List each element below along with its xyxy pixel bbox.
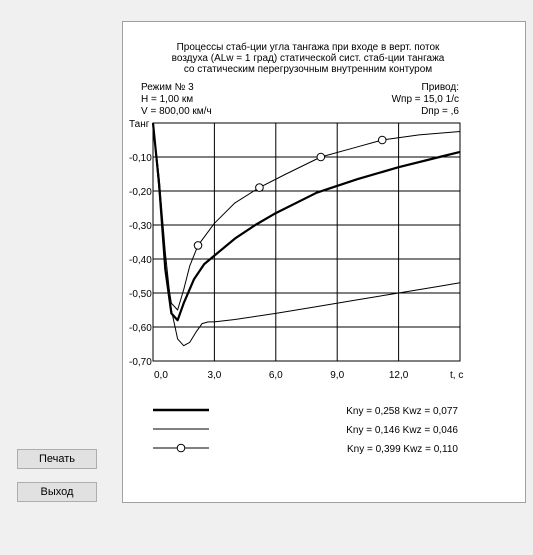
x-tick-label: 0,0: [154, 370, 168, 381]
series-marker: [316, 152, 326, 162]
legend-label: Kny = 0,146 Kwz = 0,046: [346, 425, 458, 436]
mode-line: Режим № 3: [141, 82, 194, 93]
mode-line: V = 800,00 км/ч: [141, 106, 212, 117]
legend-label: Kny = 0,399 Kwz = 0,110: [347, 444, 458, 455]
drive-line: Dпр = ,6: [421, 106, 459, 117]
chart-panel: Процессы стаб-ции угла тангажа при входе…: [122, 21, 526, 503]
y-axis-label: Танг: [129, 119, 150, 130]
title-line: Процессы стаб-ции угла тангажа при входе…: [177, 41, 440, 53]
y-tick-label: -0,50: [129, 289, 152, 300]
tick-labels: 0,0 3,0 6,0 9,0 12,0 -0,10 -0,20 -0,30 -0,40 -0,5…: [129, 153, 409, 381]
exit-button[interactable]: Выход: [17, 482, 97, 502]
x-tick-label: 9,0: [330, 370, 344, 381]
x-tick-label: 6,0: [269, 370, 283, 381]
x-axis-label: t, с: [450, 370, 463, 381]
series-lines: [151, 122, 461, 347]
y-tick-label: -0,40: [129, 255, 152, 266]
series-marker: [255, 183, 264, 192]
series-line: [152, 122, 461, 311]
print-button[interactable]: Печать: [17, 449, 97, 469]
legend-marker: [176, 443, 186, 453]
y-tick-label: -0,60: [129, 323, 152, 334]
x-tick-label: 3,0: [207, 370, 221, 381]
series-line: [151, 122, 461, 322]
chart-title: Процессы стаб-ции угла тангажа при входе…: [172, 41, 445, 75]
x-tick-label: 12,0: [389, 370, 409, 381]
legend: Kny = 0,258 Kwz = 0,077 Kny = 0,146 Kwz =…: [153, 406, 458, 455]
plot-frame: [152, 122, 461, 362]
y-tick-label: -0,30: [129, 221, 152, 232]
y-tick-label: -0,70: [129, 357, 152, 368]
mode-line: H = 1,00 км: [141, 94, 193, 105]
grid: [153, 123, 460, 361]
y-tick-label: -0,20: [129, 187, 152, 198]
mode-info: Режим № 3H = 1,00 кмV = 800,00 км/ч: [141, 82, 212, 117]
title-line: со статическим перегрузочным внутренним …: [184, 64, 432, 75]
title-line: воздуха (ALw = 1 град) статической сист.…: [172, 52, 445, 64]
series-line: [152, 122, 461, 347]
y-tick-label: -0,10: [129, 153, 152, 164]
drive-line: Wпр = 15,0 1/с: [392, 94, 459, 105]
series-marker: [377, 135, 387, 145]
chart-svg: Процессы стаб-ции угла тангажа при входе…: [129, 41, 463, 455]
legend-label: Kny = 0,258 Kwz = 0,077: [346, 406, 458, 417]
drive-line: Привод:: [422, 82, 460, 93]
series-marker: [193, 241, 203, 250]
